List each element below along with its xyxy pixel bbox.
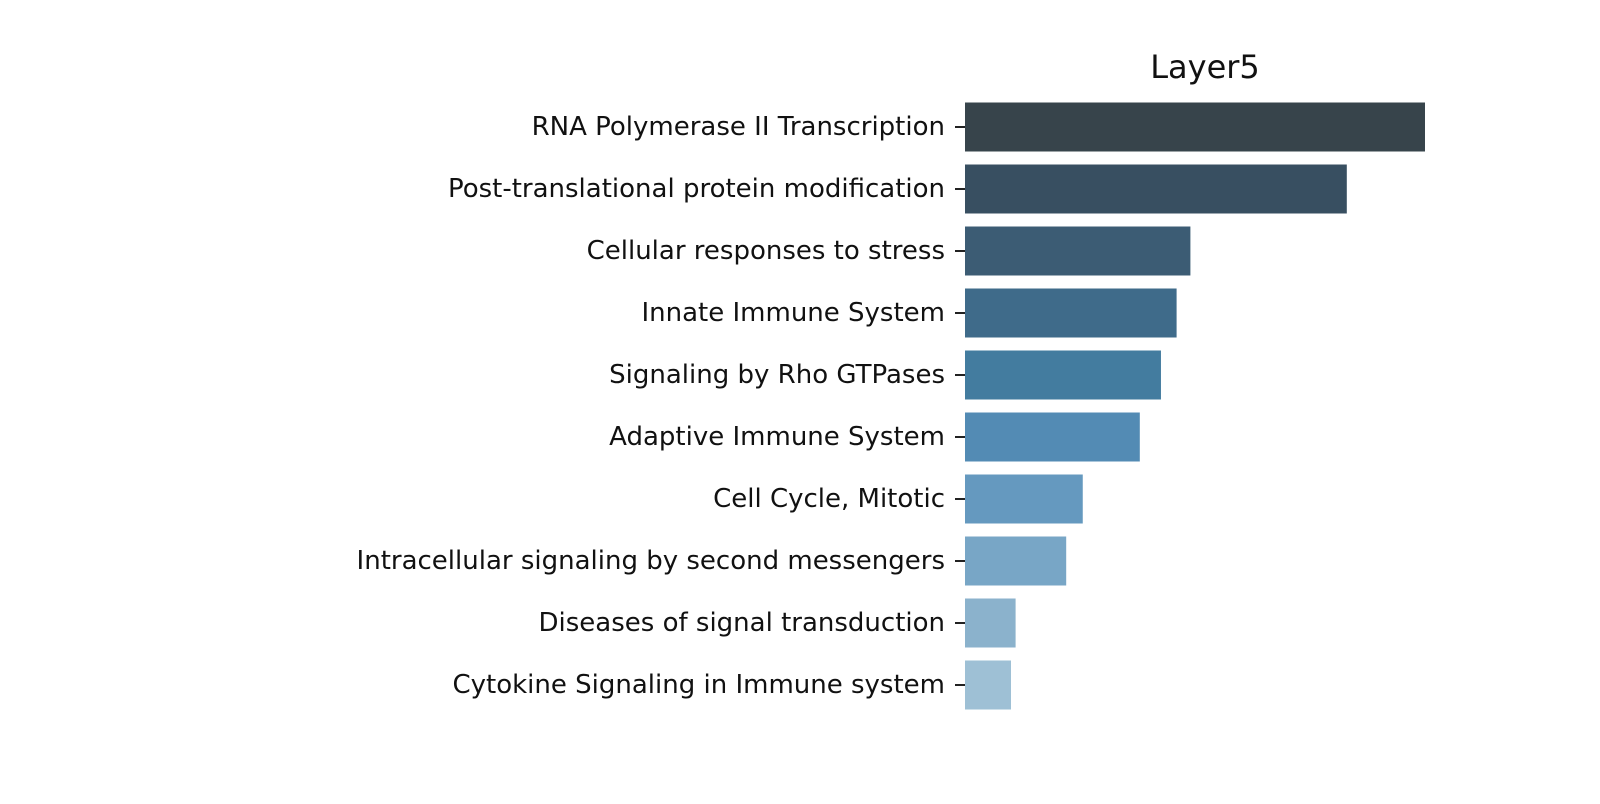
bar <box>965 164 1347 214</box>
bar <box>965 412 1140 462</box>
y-tick-label: Signaling by Rho GTPases <box>609 360 945 390</box>
bar <box>965 598 1016 648</box>
y-tick-label: Cell Cycle, Mitotic <box>713 484 945 514</box>
y-tick-label: Post-translational protein modification <box>448 174 945 204</box>
bar <box>965 660 1011 710</box>
chart-title: Layer5 <box>1150 48 1260 86</box>
bar <box>965 226 1191 276</box>
bars-group <box>965 102 1425 710</box>
y-tick-label: Intracellular signaling by second messen… <box>357 546 945 576</box>
y-tick-label: Innate Immune System <box>641 298 945 328</box>
y-labels-group: RNA Polymerase II Transcription Post-tran… <box>357 112 945 700</box>
bar <box>965 102 1425 152</box>
bar <box>965 288 1177 338</box>
bar <box>965 474 1083 524</box>
y-tick-label: RNA Polymerase II Transcription <box>532 112 945 142</box>
y-tick-label: Cytokine Signaling in Immune system <box>452 670 945 700</box>
bar <box>965 536 1067 586</box>
y-tick-label: Adaptive Immune System <box>609 422 945 452</box>
bar <box>965 350 1161 400</box>
y-tick-label: Diseases of signal transduction <box>539 608 946 638</box>
y-tick-label: Cellular responses to stress <box>587 236 945 266</box>
y-ticks-group <box>955 126 965 686</box>
